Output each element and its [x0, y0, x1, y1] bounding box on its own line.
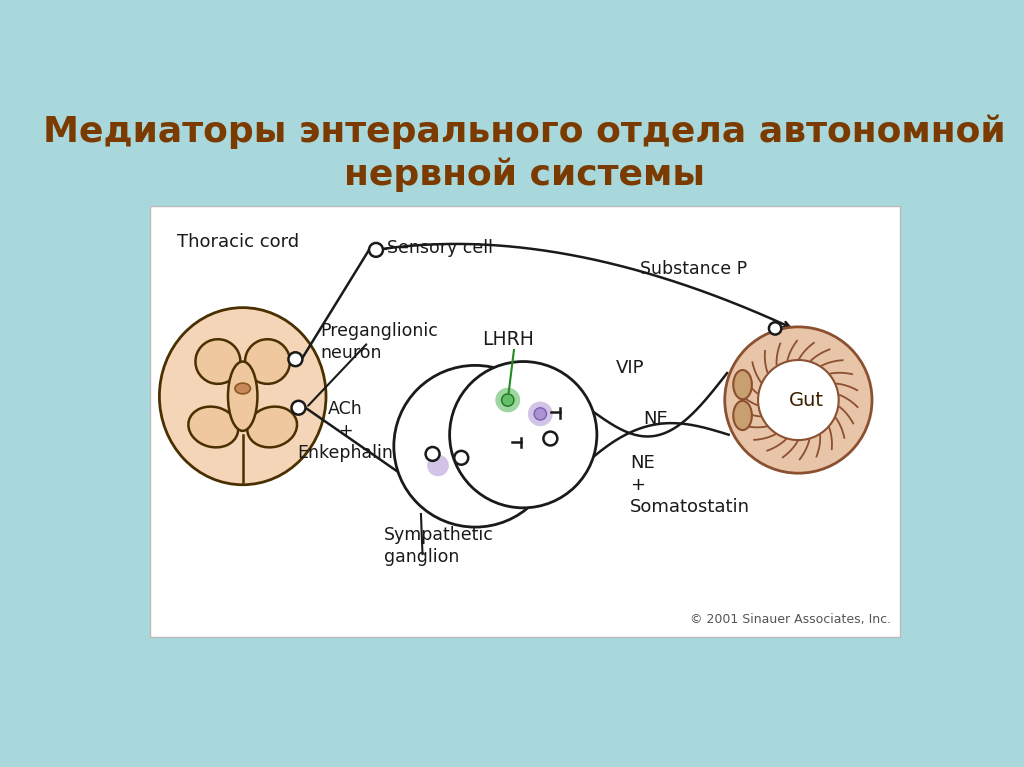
Circle shape — [769, 322, 781, 334]
Circle shape — [535, 408, 547, 420]
Circle shape — [426, 447, 439, 461]
Ellipse shape — [733, 401, 752, 430]
Text: Thoracic cord: Thoracic cord — [177, 233, 299, 251]
Circle shape — [455, 451, 468, 465]
Circle shape — [289, 352, 302, 366]
Circle shape — [450, 361, 597, 508]
Text: Substance P: Substance P — [640, 260, 746, 278]
FancyBboxPatch shape — [150, 206, 900, 637]
Text: VIP: VIP — [616, 359, 645, 377]
Circle shape — [725, 327, 872, 473]
Circle shape — [544, 432, 557, 446]
Circle shape — [758, 360, 839, 440]
Ellipse shape — [245, 339, 290, 384]
Circle shape — [292, 401, 305, 415]
Ellipse shape — [160, 308, 326, 485]
Ellipse shape — [196, 339, 241, 384]
Text: ACh
+
Enkephalin: ACh + Enkephalin — [297, 400, 393, 462]
Text: Preganglionic
neuron: Preganglionic neuron — [321, 322, 438, 362]
Ellipse shape — [247, 407, 297, 447]
Circle shape — [528, 402, 553, 426]
Circle shape — [496, 388, 520, 413]
Text: LHRH: LHRH — [482, 331, 534, 350]
Circle shape — [427, 455, 449, 476]
Circle shape — [369, 243, 383, 257]
Circle shape — [394, 365, 557, 527]
Text: © 2001 Sinauer Associates, Inc.: © 2001 Sinauer Associates, Inc. — [690, 613, 891, 626]
Ellipse shape — [188, 407, 239, 447]
Text: NE
+
Somatostatin: NE + Somatostatin — [630, 453, 751, 516]
Text: Sympathetic
ganglion: Sympathetic ganglion — [384, 526, 494, 567]
Text: NE: NE — [643, 410, 668, 428]
Ellipse shape — [733, 370, 752, 400]
Circle shape — [502, 394, 514, 407]
Text: Медиаторы энтерального отдела автономной: Медиаторы энтерального отдела автономной — [43, 115, 1007, 150]
Ellipse shape — [228, 361, 257, 431]
Ellipse shape — [234, 383, 251, 394]
Text: Sensory cell: Sensory cell — [387, 239, 493, 258]
Text: Gut: Gut — [788, 390, 823, 410]
Text: нервной системы: нервной системы — [344, 158, 706, 193]
